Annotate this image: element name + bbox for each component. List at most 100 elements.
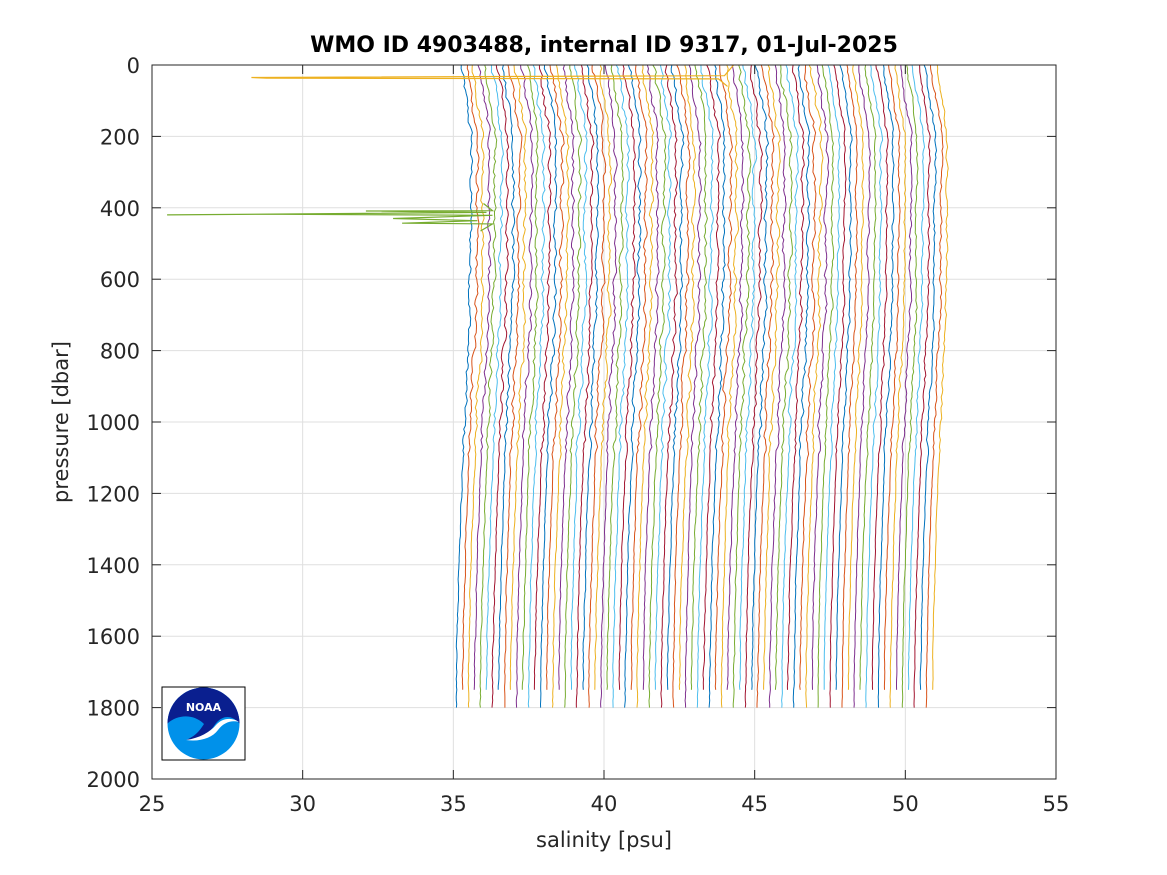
profile-line [636,64,655,708]
y-tick-label: 200 [100,125,140,149]
profile-line [805,64,824,708]
profile-line [666,64,685,690]
profile-line [774,64,793,690]
profile-line [702,64,721,690]
profile-line [781,64,799,708]
y-tick-label: 1000 [87,411,140,435]
profile-line [509,64,528,690]
profile-line [654,64,672,690]
profile-line [527,64,546,708]
profile-line [756,64,775,708]
profile-line [504,64,523,708]
profile-line [823,64,841,690]
profile-line [896,64,913,690]
profile-line [491,64,510,708]
x-tick-label: 55 [1043,792,1070,816]
profile-line [582,64,600,690]
profile-line [865,64,884,708]
profile-line [792,64,811,708]
profile-line [925,64,944,708]
profile-line [521,64,539,690]
chart-title: WMO ID 4903488, internal ID 9317, 01-Jul… [310,33,898,58]
profile-line [684,64,702,708]
noaa-logo-bird [167,687,240,740]
noaa-logo-text: NOAA [186,701,222,714]
profile-line [883,64,901,690]
profile-series [455,64,949,708]
profile-line [919,64,938,690]
profile-line [835,64,853,690]
profile-line [829,64,847,708]
spike-series [167,64,735,232]
profile-line [738,64,758,690]
profile-line [539,64,558,708]
profile-line [600,64,618,708]
y-tick-labels: 0 200 400 600 800 1000 1200 1400 1600 1800 2000 [87,54,140,792]
profile-line [564,65,583,708]
x-tick-label: 25 [139,792,166,816]
y-tick-label: 800 [100,340,140,364]
profile-line [799,64,817,690]
x-tick-labels: 25 30 35 40 45 50 55 [139,792,1070,816]
y-tick-label: 1400 [87,554,140,578]
profile-line [932,64,949,690]
profile-line [871,64,889,690]
profile-line [594,64,613,690]
profile-line [630,64,648,690]
profile-line [708,64,726,708]
profile-line [545,64,565,690]
profile-line [744,64,764,708]
x-tick-label: 45 [741,792,768,816]
profile-line [690,64,708,690]
noaa-logo: NOAA [161,686,246,761]
profile-line [726,64,745,690]
profile-line [877,64,895,708]
y-tick-label: 1800 [87,697,140,721]
profile-line [714,64,733,690]
profile-line [515,64,534,708]
y-tick-label: 1600 [87,625,140,649]
profile-line [786,64,805,690]
noaa-logo-wave [186,718,239,741]
profile-line [575,64,595,708]
profile-line [642,64,660,690]
y-tick-label: 1200 [87,482,140,506]
profile-line [551,64,570,708]
x-tick-label: 30 [289,792,316,816]
y-tick-label: 2000 [87,768,140,792]
profile-line [672,64,691,708]
profile-line [570,64,588,690]
y-axis-label: pressure [dbar] [49,341,73,503]
profile-line [497,64,516,690]
profile-line [624,64,642,708]
profile-line [648,64,667,708]
profile-line [485,64,504,690]
profile-line [473,64,492,690]
y-tick-label: 0 [127,54,140,78]
profile-line [913,64,931,708]
profile-line [618,64,637,690]
profile-line [612,64,631,708]
profile-line [455,64,474,708]
profile-line [763,64,781,690]
profile-line [467,64,485,708]
profile-line [678,64,696,690]
deep-spike-line [167,203,495,232]
profile-line [751,64,770,690]
x-tick-label: 40 [591,792,618,816]
axis-ticks [151,64,1057,780]
profile-line [588,64,607,708]
profile-line [859,64,877,690]
x-axis-label: salinity [psu] [536,828,672,852]
profile-line [811,64,830,690]
profile-line [720,64,740,708]
profile-line [853,64,871,708]
surface-spike-line [251,64,735,87]
profile-line [907,64,926,690]
profile-line [660,64,679,708]
profile-line [606,64,625,690]
profile-line [847,64,865,690]
y-tick-label: 600 [100,268,140,292]
x-tick-label: 50 [892,792,919,816]
